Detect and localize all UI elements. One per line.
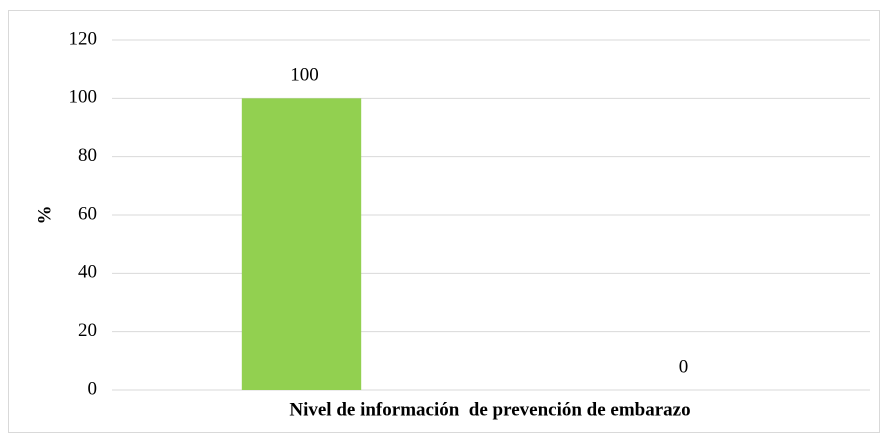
y-tick-label: 60	[78, 203, 97, 224]
y-axis-title: %	[34, 206, 55, 225]
bar	[241, 98, 362, 390]
data-label: 0	[679, 356, 689, 377]
y-tick-label: 100	[69, 87, 98, 108]
y-tick-label: 80	[78, 145, 97, 166]
y-tick-label: 20	[78, 320, 97, 341]
chart-border	[8, 10, 880, 433]
x-axis-title: Nivel de información de prevención de em…	[289, 399, 690, 420]
y-tick-label: 0	[88, 378, 98, 399]
y-tick-label: 40	[78, 262, 97, 283]
y-tick-label: 120	[69, 28, 98, 49]
data-label: 100	[290, 65, 319, 86]
